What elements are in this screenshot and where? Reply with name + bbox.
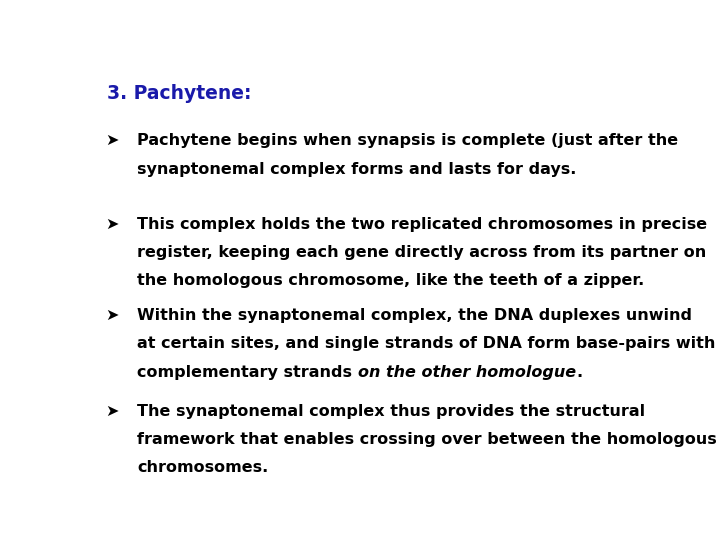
Text: synaptonemal complex forms and lasts for days.: synaptonemal complex forms and lasts for… xyxy=(138,161,577,177)
Text: on the other homologue: on the other homologue xyxy=(358,364,576,380)
Text: chromosomes.: chromosomes. xyxy=(138,460,269,475)
Text: complementary strands: complementary strands xyxy=(138,364,358,380)
Text: register, keeping each gene directly across from its partner on: register, keeping each gene directly acr… xyxy=(138,245,707,260)
Text: 3. Pachytene:: 3. Pachytene: xyxy=(107,84,251,103)
Text: ➤: ➤ xyxy=(106,308,119,323)
Text: ➤: ➤ xyxy=(106,404,119,418)
Text: Within the synaptonemal complex, the DNA duplexes unwind: Within the synaptonemal complex, the DNA… xyxy=(138,308,693,323)
Text: ➤: ➤ xyxy=(106,133,119,148)
Text: the homologous chromosome, like the teeth of a zipper.: the homologous chromosome, like the teet… xyxy=(138,273,644,288)
Text: framework that enables crossing over between the homologous: framework that enables crossing over bet… xyxy=(138,432,717,447)
Text: The synaptonemal complex thus provides the structural: The synaptonemal complex thus provides t… xyxy=(138,404,646,418)
Text: ➤: ➤ xyxy=(106,217,119,232)
Text: .: . xyxy=(576,364,582,380)
Text: at certain sites, and single strands of DNA form base-pairs with: at certain sites, and single strands of … xyxy=(138,336,716,352)
Text: Pachytene begins when synapsis is complete (just after the: Pachytene begins when synapsis is comple… xyxy=(138,133,678,148)
Text: This complex holds the two replicated chromosomes in precise: This complex holds the two replicated ch… xyxy=(138,217,708,232)
